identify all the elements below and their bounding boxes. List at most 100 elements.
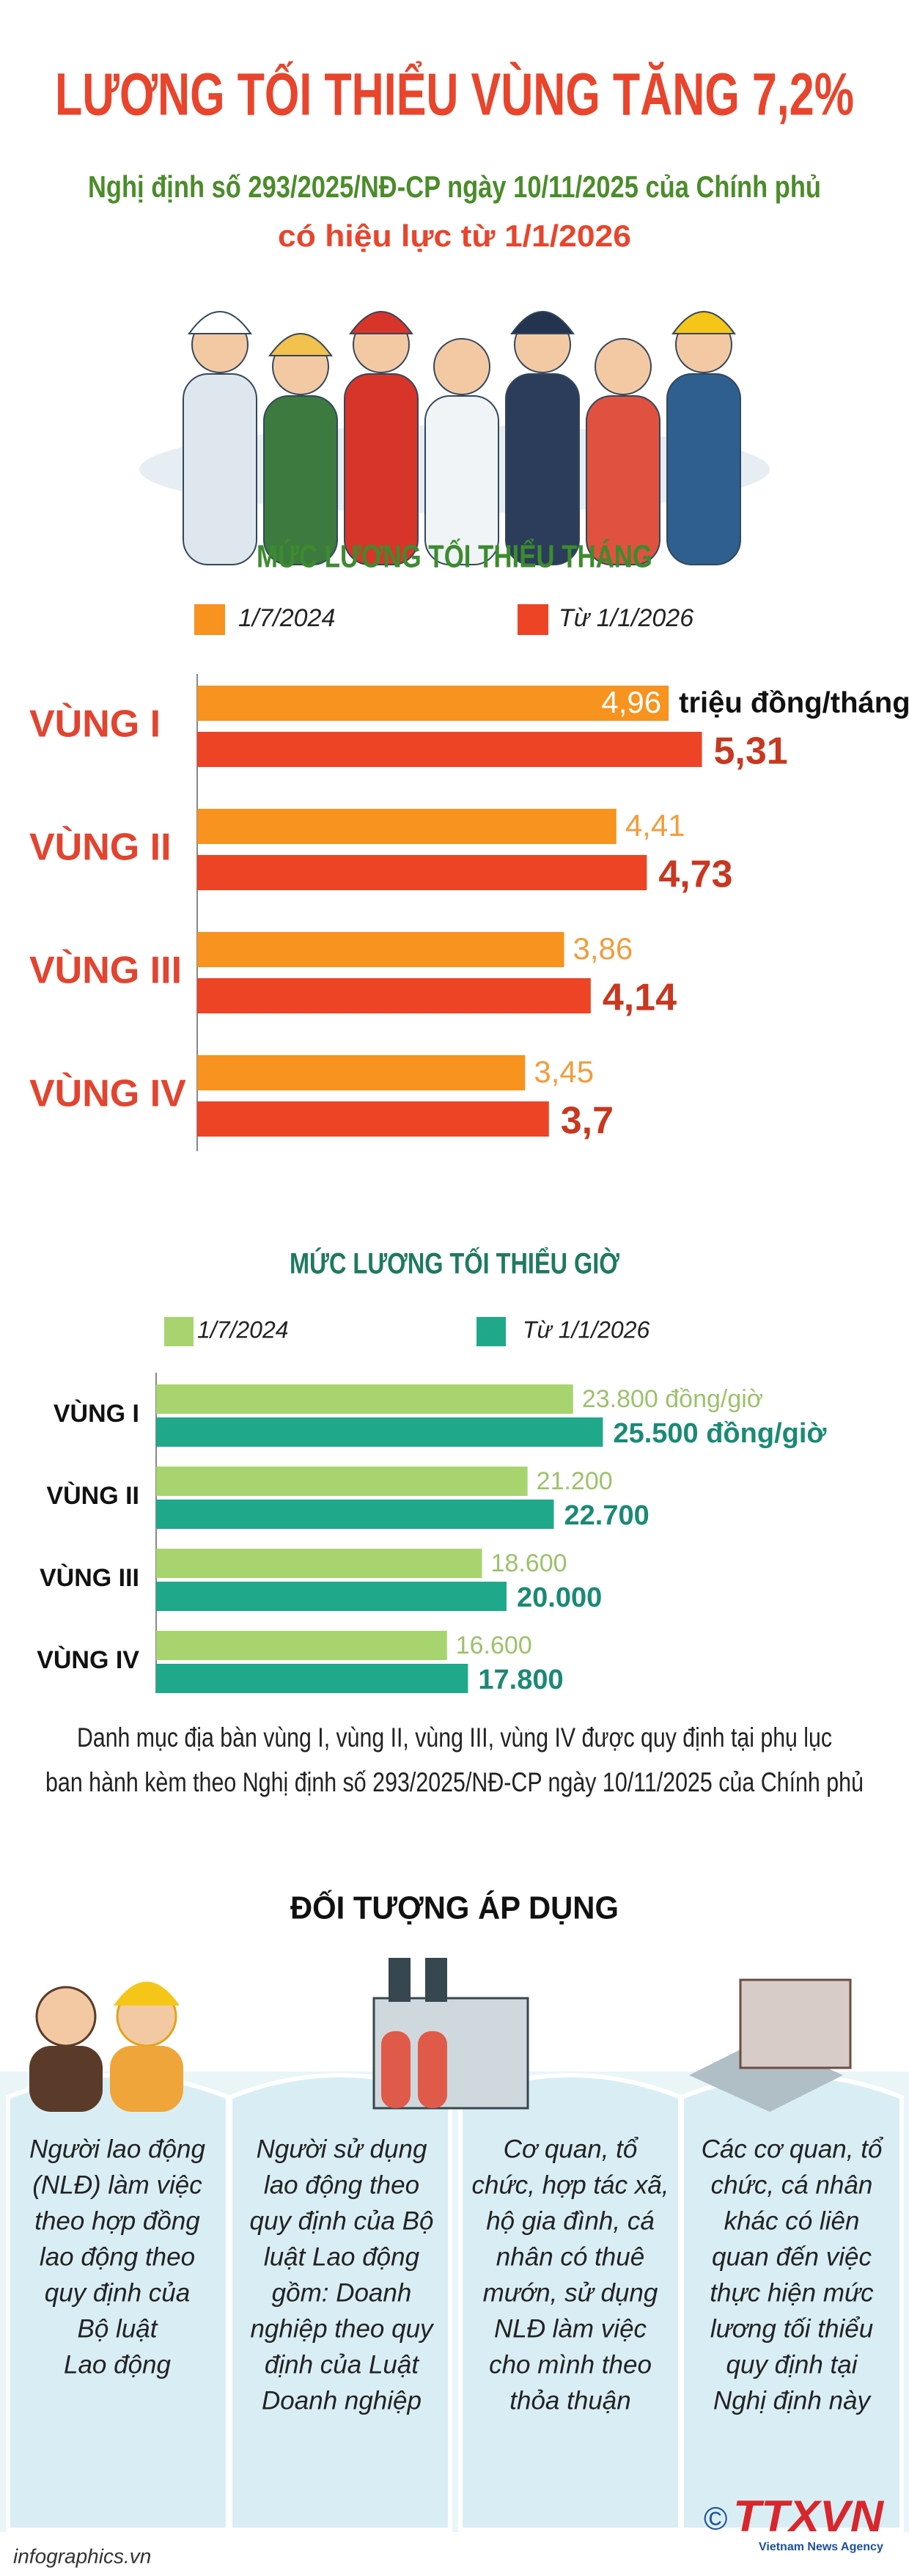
icon-building <box>689 2039 843 2112</box>
target-text: Doanh nghiệp <box>262 2386 422 2415</box>
legend-label: Từ 1/1/2026 <box>559 604 693 632</box>
note: Danh mục địa bàn vùng I, vùng II, vùng I… <box>77 1722 832 1753</box>
target-text: thỏa thuận <box>509 2386 630 2415</box>
legend-label: 1/7/2024 <box>238 604 335 632</box>
website: infographics.vn <box>13 2544 151 2567</box>
target-text: chức, hợp tác xã, <box>471 2170 669 2199</box>
legend-swatch <box>164 1317 194 1346</box>
legend-swatch <box>476 1317 506 1346</box>
target-text: NLĐ làm việc <box>494 2314 647 2343</box>
worker-hat <box>671 311 736 334</box>
bar <box>197 978 591 1013</box>
worker-body <box>586 395 660 565</box>
target-text: thực hiện mức <box>710 2278 874 2307</box>
legend-label: Từ 1/1/2026 <box>523 1316 649 1343</box>
agency: Vietnam News Agency <box>759 2541 883 2553</box>
bar <box>197 1055 526 1090</box>
value-label: 16.600 <box>456 1632 532 1659</box>
unit-label: triệu đồng/tháng <box>679 687 909 719</box>
category-label: VÙNG II <box>29 826 172 869</box>
bar <box>156 1417 603 1447</box>
worker-head <box>595 338 652 395</box>
section-title: ĐỐI TƯỢNG ÁP DỤNG <box>290 1889 619 1926</box>
target-text: quy định của <box>45 2278 190 2307</box>
value-label: 4,14 <box>603 977 677 1019</box>
icon-person <box>29 2046 103 2112</box>
worker-body <box>505 373 580 565</box>
category-label: VÙNG IV <box>29 1073 186 1115</box>
value-label: 3,45 <box>534 1054 594 1089</box>
value-label: 21.200 <box>537 1467 613 1495</box>
bar <box>156 1664 468 1693</box>
target-text: khác có liên <box>724 2206 860 2235</box>
category-label: VÙNG I <box>54 1400 139 1428</box>
target-text: cho mình theo <box>489 2350 652 2379</box>
target-text: Nghị định này <box>713 2386 872 2415</box>
worker-body <box>344 373 419 565</box>
icon-person <box>110 2046 183 2112</box>
icon-tank <box>381 2031 411 2108</box>
target-panels: Người lao động (NLĐ) làm việc theo hợp đồn… <box>0 1958 909 2532</box>
worker-body <box>183 373 257 565</box>
value-label: 3,7 <box>561 1100 614 1142</box>
value-label: 23.800 đồng/giờ <box>582 1385 763 1413</box>
chart-title: MỨC LƯƠNG TỐI THIỂU THÁNG <box>257 537 652 575</box>
category-label: VÙNG III <box>40 1564 139 1592</box>
target-text: mướn, sử dụng <box>483 2278 658 2307</box>
value-label: 3,86 <box>573 931 633 966</box>
bar <box>197 932 564 967</box>
icon-tank <box>418 2031 447 2108</box>
target-text: (NLĐ) làm việc <box>32 2170 202 2199</box>
bar <box>197 1101 549 1137</box>
value-label: 22.700 <box>564 1500 649 1531</box>
subtitle: Nghị định số 293/2025/NĐ-CP ngày 10/11/2… <box>88 169 821 204</box>
value-label: 4,73 <box>658 854 732 896</box>
target-text: nhân có thuê <box>496 2242 644 2271</box>
value-label: 25.500 đồng/giờ <box>613 1418 827 1449</box>
target-text: quy định tại <box>726 2350 858 2379</box>
target-text: quy định của Bộ <box>249 2206 433 2235</box>
target-text: chức, cá nhân <box>711 2170 873 2199</box>
target-text: Lao động <box>64 2350 172 2379</box>
chart-title: MỨC LƯƠNG TỐI THIỂU GIỜ <box>290 1246 620 1280</box>
target-text: Cơ quan, tổ <box>504 2135 639 2163</box>
target-text: theo hợp đồng <box>34 2206 200 2235</box>
value-label: 18.600 <box>491 1549 567 1577</box>
icon-helmet <box>114 1981 180 2006</box>
target-text: lương tối thiểu <box>710 2314 873 2343</box>
worker-body <box>263 395 338 565</box>
subtitle: có hiệu lực từ 1/1/2026 <box>278 219 631 253</box>
legend-swatch <box>518 604 548 635</box>
category-label: VÙNG II <box>46 1482 139 1510</box>
target-text: Bộ luật <box>78 2314 158 2343</box>
target-text: hộ gia đình, cá <box>486 2206 655 2235</box>
bar <box>197 809 617 844</box>
category-label: VÙNG III <box>29 950 182 992</box>
bar <box>197 855 647 890</box>
bar <box>156 1384 573 1414</box>
target-text: Người sử dụng <box>257 2135 427 2163</box>
copyright: © <box>704 2501 727 2537</box>
icon-building <box>739 1978 852 2069</box>
worker-body <box>666 373 741 565</box>
bar <box>156 1467 528 1496</box>
target-text: gồm: Doanh <box>272 2278 412 2307</box>
value-label: 4,41 <box>625 808 685 843</box>
worker-hat <box>510 311 575 334</box>
worker-head <box>433 338 490 395</box>
target-text: luật Lao động <box>264 2242 420 2271</box>
target-text: lao động theo <box>264 2170 419 2199</box>
value-label: 4,96 <box>601 685 661 719</box>
icon-chimney <box>389 1958 411 2002</box>
bar <box>156 1582 507 1611</box>
bar <box>156 1500 554 1529</box>
bar <box>197 732 702 767</box>
target-text: định của Luật <box>265 2350 419 2379</box>
bar <box>197 686 669 721</box>
target-text: Các cơ quan, tổ <box>702 2135 884 2163</box>
legend-label: 1/7/2024 <box>197 1316 289 1343</box>
worker-hat <box>268 333 333 356</box>
worker-body <box>424 395 499 565</box>
target-text: quan đến việc <box>712 2242 872 2271</box>
